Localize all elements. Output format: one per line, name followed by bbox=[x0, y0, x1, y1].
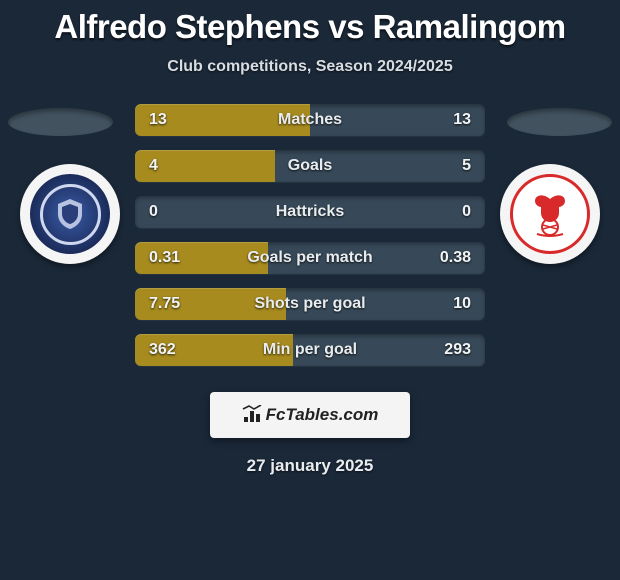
watermark-text: FcTables.com bbox=[266, 405, 379, 425]
crest-icon bbox=[52, 196, 88, 232]
page-title: Alfredo Stephens vs Ramalingom bbox=[0, 0, 620, 46]
stat-label: Hattricks bbox=[135, 196, 485, 228]
stat-row: 7.7510Shots per goal bbox=[135, 288, 485, 320]
team-logo-left bbox=[20, 164, 120, 264]
player-slot-right bbox=[507, 108, 612, 136]
watermark-badge: FcTables.com bbox=[210, 392, 410, 438]
stat-row: 1313Matches bbox=[135, 104, 485, 136]
stat-label: Min per goal bbox=[135, 334, 485, 366]
bull-ball-icon bbox=[523, 187, 577, 241]
stat-row: 00Hattricks bbox=[135, 196, 485, 228]
infographic-date: 27 january 2025 bbox=[0, 456, 620, 476]
stat-row: 362293Min per goal bbox=[135, 334, 485, 366]
stat-label: Goals per match bbox=[135, 242, 485, 274]
stat-row: 0.310.38Goals per match bbox=[135, 242, 485, 274]
stat-label: Matches bbox=[135, 104, 485, 136]
page-subtitle: Club competitions, Season 2024/2025 bbox=[0, 58, 620, 76]
chart-icon bbox=[242, 405, 262, 425]
comparison-bars: 1313Matches 45Goals 00Hattricks 0.310.38Goa… bbox=[135, 104, 485, 380]
team-logo-right bbox=[500, 164, 600, 264]
comparison-arena: 1313Matches 45Goals 00Hattricks 0.310.38Goa… bbox=[0, 104, 620, 374]
stat-label: Shots per goal bbox=[135, 288, 485, 320]
stat-row: 45Goals bbox=[135, 150, 485, 182]
stat-label: Goals bbox=[135, 150, 485, 182]
player-slot-left bbox=[8, 108, 113, 136]
badge-icon bbox=[510, 174, 590, 254]
shield-icon bbox=[30, 174, 110, 254]
